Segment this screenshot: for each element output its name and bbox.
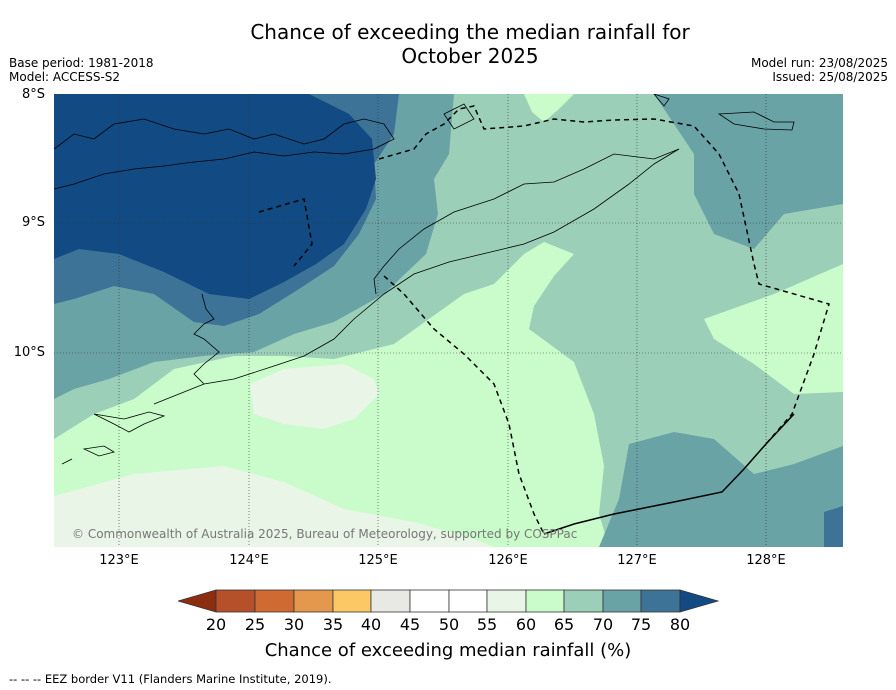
colorbar-bin-35-40 <box>332 589 372 613</box>
colorbar-tick-80: 80 <box>669 615 691 634</box>
zone-above-80 <box>54 94 376 299</box>
colorbar-extend-high <box>679 589 720 613</box>
colorbar-bin-50-55 <box>448 589 488 613</box>
base-period: Base period: 1981-2018 <box>9 56 154 70</box>
lat-label-10s: 10°S <box>13 345 45 360</box>
meta-left: Base period: 1981-2018 Model: ACCESS-S2 <box>9 56 154 84</box>
colorbar-tick-70: 70 <box>592 615 614 634</box>
colorbar-tick-60: 60 <box>515 615 537 634</box>
coastlines <box>54 94 795 465</box>
colorbar <box>178 589 720 613</box>
colorbar-label: Chance of exceeding median rainfall (%) <box>264 640 632 661</box>
eez-border-legend: -- -- -- EEZ border V11 (Flanders Marine… <box>9 672 332 686</box>
colorbar-bin-55-60 <box>486 589 527 613</box>
zone-55-60-central <box>250 364 379 429</box>
lon-label-123e: 123°E <box>99 553 139 568</box>
rainfall-map <box>54 94 843 547</box>
lat-label-8s: 8°S <box>21 87 45 102</box>
lat-label-9s: 9°S <box>21 215 45 230</box>
lon-label-126e: 126°E <box>488 553 528 568</box>
meta-right: Model run: 23/08/2025 Issued: 25/08/2025 <box>751 56 888 84</box>
map-gridlines <box>54 94 843 547</box>
lon-label-128e: 128°E <box>746 553 786 568</box>
colorbar-tick-25: 25 <box>244 615 266 634</box>
title-line-2: October 2025 <box>401 44 539 68</box>
copyright-notice: © Commonwealth of Australia 2025, Bureau… <box>72 527 578 541</box>
map-title: Chance of exceeding the median rainfall … <box>200 20 740 68</box>
colorbar-tick-35: 35 <box>322 615 344 634</box>
colorbar-bin-65-70 <box>563 589 604 613</box>
colorbar-bin-75-80 <box>640 589 681 613</box>
colorbar-tick-55: 55 <box>476 615 498 634</box>
zone-60-65-north <box>524 94 574 122</box>
colorbar-tick-75: 75 <box>630 615 652 634</box>
zone-60-65-east <box>704 264 843 394</box>
colorbar-bin-20-25 <box>215 589 256 613</box>
colorbar-bin-70-75 <box>602 589 642 613</box>
model-run: Model run: 23/08/2025 <box>750 56 888 70</box>
colorbar-bin-60-65 <box>525 589 565 613</box>
colorbar-tick-65: 65 <box>553 615 575 634</box>
colorbar-tick-20: 20 <box>205 615 227 634</box>
zone-70-75-southeast <box>599 432 843 547</box>
issued-date: Issued: 25/08/2025 <box>772 70 888 84</box>
title-line-1: Chance of exceeding the median rainfall … <box>250 20 690 44</box>
eez-border <box>258 105 830 535</box>
colorbar-bin-40-45 <box>370 589 411 613</box>
colorbar-bin-30-35 <box>293 589 334 613</box>
colorbar-extend-low <box>178 589 217 613</box>
zone-70-75-northeast <box>654 94 843 249</box>
model-name: Model: ACCESS-S2 <box>9 70 121 84</box>
zone-55-60-southwest <box>54 466 494 547</box>
zone-75-80-southeast <box>824 506 843 547</box>
colorbar-bin-45-50 <box>409 589 450 613</box>
lon-label-124e: 124°E <box>229 553 269 568</box>
colorbar-tick-50: 50 <box>438 615 460 634</box>
lon-label-125e: 125°E <box>358 553 398 568</box>
colorbar-tick-45: 45 <box>399 615 421 634</box>
colorbar-tick-30: 30 <box>283 615 305 634</box>
lon-label-127e: 127°E <box>617 553 657 568</box>
colorbar-bin-25-30 <box>254 589 295 613</box>
colorbar-tick-40: 40 <box>360 615 382 634</box>
